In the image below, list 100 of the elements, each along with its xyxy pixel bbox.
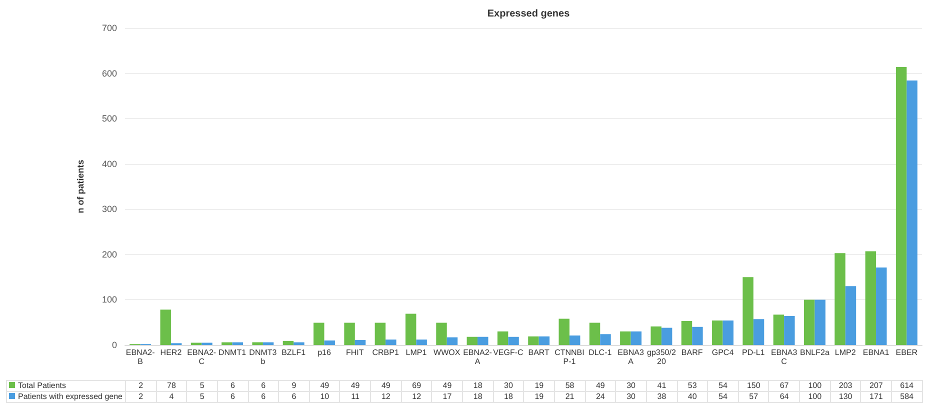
data-label: 18 bbox=[462, 380, 494, 392]
data-label: 38 bbox=[646, 392, 678, 402]
x-tick-label: BARF bbox=[681, 348, 703, 357]
bar bbox=[262, 342, 274, 345]
data-label: 24 bbox=[585, 392, 616, 402]
x-tick-label: EBNA1 bbox=[862, 348, 890, 357]
data-label: 54 bbox=[708, 392, 738, 402]
data-label: 2 bbox=[126, 380, 156, 392]
x-tick-label: EBNA2-B bbox=[126, 348, 156, 366]
data-label: 203 bbox=[830, 380, 861, 392]
x-tick-label: PD-L1 bbox=[742, 348, 766, 357]
data-label: 10 bbox=[309, 392, 340, 402]
data-label: 67 bbox=[768, 380, 800, 392]
x-tick-label: p16 bbox=[318, 348, 332, 357]
legend-label: Patients with expressed gene bbox=[6, 392, 126, 402]
y-tick-label: 300 bbox=[102, 204, 117, 214]
data-label: 54 bbox=[708, 380, 738, 392]
bar bbox=[620, 331, 631, 345]
bar bbox=[722, 320, 734, 345]
bar bbox=[681, 321, 692, 345]
x-tick-label: EBNA3C bbox=[770, 348, 798, 366]
bar bbox=[784, 316, 795, 345]
bar bbox=[538, 336, 550, 345]
bar bbox=[814, 300, 826, 345]
x-tick-label: VEGF-C bbox=[493, 348, 524, 357]
x-tick-label: BNLF2a bbox=[800, 348, 830, 357]
bar bbox=[804, 300, 815, 345]
data-label: 584 bbox=[892, 392, 922, 402]
bar bbox=[416, 340, 427, 345]
x-tick-label: EBER bbox=[896, 348, 918, 357]
bar bbox=[354, 340, 366, 345]
data-label: 6 bbox=[217, 380, 248, 392]
bar bbox=[222, 342, 232, 345]
x-tick-label: LMP2 bbox=[834, 348, 856, 357]
data-label: 19 bbox=[524, 380, 554, 392]
bar bbox=[661, 328, 672, 345]
data-label: 100 bbox=[800, 392, 830, 402]
data-label: 49 bbox=[340, 380, 371, 392]
data-label: 18 bbox=[493, 392, 524, 402]
data-label: 100 bbox=[800, 380, 830, 392]
x-tick-label: EBNA3A bbox=[618, 348, 644, 366]
data-label: 40 bbox=[677, 392, 708, 402]
bar bbox=[742, 277, 754, 345]
data-label: 614 bbox=[892, 380, 922, 392]
data-label: 49 bbox=[309, 380, 340, 392]
bar bbox=[314, 322, 324, 345]
x-tick-label: FHIT bbox=[346, 348, 364, 357]
bar bbox=[650, 326, 662, 345]
data-label: 6 bbox=[217, 392, 248, 402]
x-tick-label: BART bbox=[528, 348, 550, 357]
data-label: 49 bbox=[432, 380, 463, 392]
bar bbox=[282, 340, 294, 345]
data-label: 6 bbox=[278, 392, 310, 402]
x-tick-label: DNMT1 bbox=[218, 348, 247, 357]
bar bbox=[558, 318, 570, 345]
data-label: 49 bbox=[370, 380, 402, 392]
bar bbox=[773, 314, 784, 345]
data-label: 30 bbox=[493, 380, 524, 392]
x-tick-label: LMP1 bbox=[406, 348, 428, 357]
bar bbox=[906, 80, 918, 345]
data-label: 207 bbox=[860, 380, 892, 392]
x-tick-label: GPC4 bbox=[712, 348, 734, 357]
legend-label: Total Patients bbox=[6, 380, 126, 392]
y-tick-label: 600 bbox=[102, 68, 117, 78]
data-label: 21 bbox=[554, 392, 586, 402]
x-tick-label: CTNNBIP-1 bbox=[554, 348, 584, 366]
data-label: 49 bbox=[585, 380, 616, 392]
x-tick-label: EBNA2-A bbox=[463, 348, 492, 366]
data-label: 12 bbox=[370, 392, 402, 402]
data-label: 12 bbox=[401, 392, 432, 402]
bar bbox=[497, 331, 508, 345]
data-label: 6 bbox=[248, 380, 279, 392]
bar bbox=[160, 310, 171, 345]
data-label: 58 bbox=[554, 380, 586, 392]
data-label: 41 bbox=[646, 380, 678, 392]
x-tick-label: DLC-1 bbox=[588, 348, 612, 357]
bar bbox=[896, 66, 907, 345]
bar bbox=[569, 335, 580, 345]
bar bbox=[405, 314, 416, 345]
x-tick-label: DNMT3b bbox=[249, 348, 278, 366]
bar bbox=[466, 336, 478, 345]
data-label: 130 bbox=[830, 392, 861, 402]
bar bbox=[528, 336, 539, 345]
x-tick-label: EBNA2-C bbox=[187, 348, 216, 366]
y-tick-label: 400 bbox=[102, 158, 117, 169]
y-tick-label: 100 bbox=[102, 294, 117, 305]
data-label: 30 bbox=[616, 392, 646, 402]
bar bbox=[478, 336, 488, 345]
bar bbox=[876, 268, 887, 345]
bar bbox=[753, 319, 764, 345]
bar bbox=[374, 322, 386, 345]
x-tick-label: BZLF1 bbox=[282, 348, 306, 357]
bar bbox=[324, 340, 335, 345]
y-tick-label: 700 bbox=[102, 23, 117, 33]
bar bbox=[344, 322, 355, 345]
y-tick-label: 500 bbox=[102, 114, 117, 124]
y-tick-label: 200 bbox=[102, 249, 117, 260]
data-label: 150 bbox=[738, 380, 769, 392]
y-axis-title: n of patients bbox=[76, 160, 86, 214]
bar bbox=[589, 322, 600, 345]
